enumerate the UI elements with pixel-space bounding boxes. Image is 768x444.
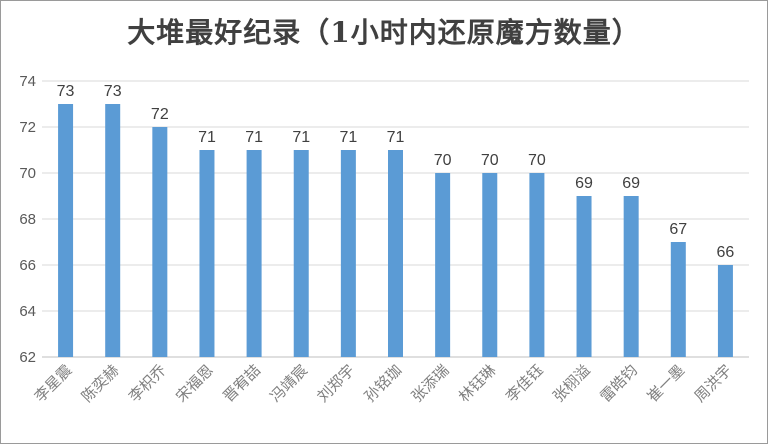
bar xyxy=(482,173,498,357)
category-label: 周洪宇 xyxy=(691,361,736,406)
y-axis-ticks: 62 64 66 68 70 72 74 xyxy=(19,73,36,366)
bar xyxy=(388,150,403,357)
bar xyxy=(293,150,309,357)
bar xyxy=(340,150,356,357)
bar xyxy=(576,196,592,357)
category-label: 雷皓钧 xyxy=(596,361,641,406)
bars xyxy=(58,104,733,357)
data-label: 69 xyxy=(575,175,593,192)
category-label: 陈奕赫 xyxy=(78,361,123,406)
y-tick-label: 66 xyxy=(19,257,36,274)
category-label: 晋宥喆 xyxy=(219,361,264,406)
category-label: 冯靖宸 xyxy=(267,361,312,406)
category-label: 宋福恩 xyxy=(172,361,217,406)
data-label: 70 xyxy=(434,152,452,169)
category-label: 林钰琳 xyxy=(455,361,500,406)
chart-title: 大堆最好纪录（1小时内还原魔方数量） xyxy=(127,16,641,49)
data-label: 71 xyxy=(387,129,405,146)
bar xyxy=(623,196,639,357)
category-label: 刘郑宇 xyxy=(314,361,359,406)
x-axis-categories: 李星震 陈奕赫 李枳乔 宋福恩 晋宥喆 冯靖宸 刘郑宇 孙铭珈 张添瑞 林钰琳 李佳钰 张栩溢 雷皓钧崔… xyxy=(31,361,735,406)
bar xyxy=(58,104,74,357)
data-label: 73 xyxy=(104,83,122,100)
y-tick-label: 62 xyxy=(19,349,36,366)
data-label: 71 xyxy=(339,129,357,146)
bar xyxy=(105,104,121,357)
y-tick-label: 68 xyxy=(19,211,36,228)
bar xyxy=(717,265,733,357)
y-tick-label: 70 xyxy=(19,165,36,182)
category-label: 李佳钰 xyxy=(502,361,547,406)
bar xyxy=(152,127,168,357)
data-label: 67 xyxy=(669,221,687,238)
bar xyxy=(246,150,262,357)
data-labels: 73 73 72 71 71 71 71 71 70 70 70 69 69 67 66 xyxy=(57,83,735,261)
bar xyxy=(529,173,545,357)
data-label: 71 xyxy=(292,129,310,146)
bar xyxy=(670,242,686,357)
category-label: 孙铭珈 xyxy=(361,361,406,406)
category-label: 李枳乔 xyxy=(125,361,170,406)
data-label: 72 xyxy=(151,106,169,123)
bar xyxy=(199,150,215,357)
y-tick-label: 74 xyxy=(19,73,36,90)
data-label: 71 xyxy=(245,129,263,146)
data-label: 70 xyxy=(481,152,499,169)
bar xyxy=(435,173,451,357)
category-label: 张栩溢 xyxy=(549,361,594,406)
y-tick-label: 72 xyxy=(19,119,36,136)
category-label: 崔一墨 xyxy=(644,361,689,406)
data-label: 73 xyxy=(57,83,75,100)
category-label: 李星震 xyxy=(31,361,76,406)
data-label: 71 xyxy=(198,129,216,146)
data-label: 69 xyxy=(622,175,640,192)
data-label: 70 xyxy=(528,152,546,169)
data-label: 66 xyxy=(717,244,735,261)
y-tick-label: 64 xyxy=(19,303,36,320)
category-label: 张添瑞 xyxy=(408,361,453,406)
